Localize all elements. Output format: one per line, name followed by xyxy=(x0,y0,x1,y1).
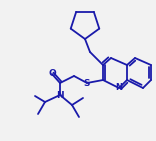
Text: N: N xyxy=(115,83,122,92)
Text: S: S xyxy=(84,79,90,88)
Text: N: N xyxy=(56,91,64,100)
Text: O: O xyxy=(48,70,56,79)
